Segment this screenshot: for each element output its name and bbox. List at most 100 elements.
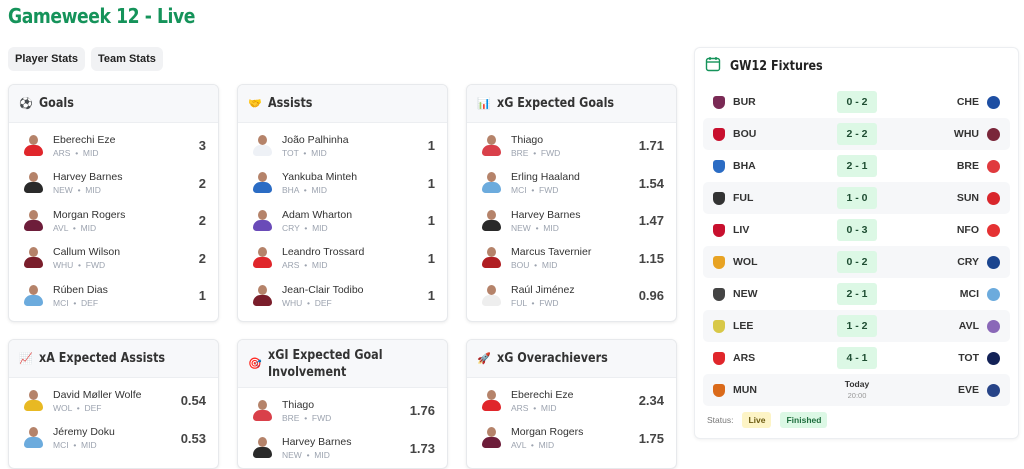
player-stat-value: 2.34: [638, 393, 664, 409]
fixture-row[interactable]: LIV 0 - 3 NFO: [703, 214, 1010, 246]
player-row[interactable]: Eberechi Eze ARS • MID 3: [9, 127, 218, 165]
home-crest-icon: [713, 127, 725, 141]
fixtures-title: GW12 Fixtures: [730, 58, 823, 74]
fixture-row[interactable]: MUN Today 20:00 EVE: [703, 374, 1010, 406]
kickoff-time: Today 20:00: [844, 379, 870, 400]
away-crest-icon: [987, 351, 1000, 365]
player-meta: BRE • FWD: [511, 147, 561, 158]
player-stat-value: 1: [427, 288, 435, 304]
player-stat-value: 1: [427, 213, 435, 229]
player-name: Morgan Rogers: [53, 208, 126, 221]
player-avatar: [481, 134, 501, 158]
score-badge: 2 - 2: [837, 123, 877, 145]
card-header: ⚽ Goals: [9, 85, 218, 123]
tab-team-stats[interactable]: Team Stats: [90, 47, 163, 71]
player-meta: ARS • MID: [53, 147, 99, 158]
status-label: Status:: [707, 415, 734, 425]
fixture-row[interactable]: BUR 0 - 2 CHE: [703, 86, 1010, 118]
player-meta: FUL • FWD: [511, 297, 559, 308]
player-row[interactable]: Morgan Rogers AVL • MID 1.75: [467, 420, 676, 458]
card-header: 🤝 Assists: [238, 85, 447, 123]
tab-player-stats[interactable]: Player Stats: [8, 47, 85, 71]
fixture-row[interactable]: LEE 1 - 2 AVL: [703, 310, 1010, 342]
player-row[interactable]: João Palhinha TOT • MID 1: [238, 127, 447, 165]
player-avatar: [481, 389, 501, 413]
player-name: Yankuba Minteh: [282, 171, 358, 184]
player-row[interactable]: Harvey Barnes NEW • MID 2: [9, 165, 218, 203]
fixture-row[interactable]: BHA 2 - 1 BRE: [703, 150, 1010, 182]
fixture-row[interactable]: WOL 0 - 2 CRY: [703, 246, 1010, 278]
player-row[interactable]: Yankuba Minteh BHA • MID 1: [238, 165, 447, 203]
player-name: Leandro Trossard: [282, 246, 365, 259]
card-xgi: 🎯 xGI Expected Goal Involvement Thiago BRE…: [237, 339, 448, 469]
home-crest-icon: [713, 319, 725, 333]
home-crest-icon: [713, 351, 725, 365]
handshake-icon: 🤝: [248, 98, 262, 110]
player-avatar: [23, 426, 43, 450]
player-row[interactable]: Marcus Tavernier BOU • MID 1.15: [467, 240, 676, 278]
player-name: Harvey Barnes: [511, 208, 581, 221]
player-meta: AVL • MID: [53, 222, 97, 233]
player-avatar: [252, 284, 272, 308]
player-avatar: [481, 426, 501, 450]
live-badge: Live: [742, 412, 772, 428]
score-badge: 1 - 0: [837, 187, 877, 209]
player-name: Erling Haaland: [511, 171, 580, 184]
away-team: TOT: [958, 352, 979, 364]
away-team: CRY: [957, 256, 979, 268]
player-row[interactable]: Erling Haaland MCI • FWD 1.54: [467, 165, 676, 203]
away-team: EVE: [957, 384, 979, 396]
player-meta: CRY • MID: [282, 222, 328, 233]
player-stat-value: 1.71: [638, 138, 664, 154]
trend-chart-icon: 📈: [19, 353, 33, 365]
player-row[interactable]: Leandro Trossard ARS • MID 1: [238, 240, 447, 278]
player-row[interactable]: Adam Wharton CRY • MID 1: [238, 202, 447, 240]
home-team: FUL: [733, 192, 754, 204]
player-name: Adam Wharton: [282, 208, 353, 221]
player-row[interactable]: Rúben Dias MCI • DEF 1: [9, 277, 218, 315]
away-team: MCI: [959, 288, 979, 300]
away-crest-icon: [987, 287, 1000, 301]
player-row[interactable]: Callum Wilson WHU • FWD 2: [9, 240, 218, 278]
target-icon: 🎯: [248, 358, 262, 370]
away-team: AVL: [958, 320, 979, 332]
away-crest-icon: [987, 191, 1000, 205]
card-title: Assists: [268, 96, 313, 111]
home-team: WOL: [733, 256, 758, 268]
player-row[interactable]: Harvey Barnes NEW • MID 1.73: [238, 430, 447, 468]
player-name: Harvey Barnes: [282, 436, 352, 449]
player-name: Eberechi Eze: [53, 133, 116, 146]
player-meta: NEW • MID: [511, 222, 559, 233]
player-avatar: [252, 134, 272, 158]
fixture-row[interactable]: NEW 2 - 1 MCI: [703, 278, 1010, 310]
card-xa: 📈 xA Expected Assists David Møller Wolfe …: [8, 339, 219, 469]
fixture-row[interactable]: ARS 4 - 1 TOT: [703, 342, 1010, 374]
home-team: ARS: [733, 352, 756, 364]
player-row[interactable]: Raúl Jiménez FUL • FWD 0.96: [467, 277, 676, 315]
score-badge: 2 - 1: [837, 283, 877, 305]
home-team: LEE: [733, 320, 754, 332]
fixture-row[interactable]: FUL 1 - 0 SUN: [703, 182, 1010, 214]
player-row[interactable]: David Møller Wolfe WOL • DEF 0.54: [9, 382, 218, 420]
player-stat-value: 1: [427, 250, 435, 266]
player-row[interactable]: Thiago BRE • FWD 1.76: [238, 392, 447, 430]
player-row[interactable]: Harvey Barnes NEW • MID 1.47: [467, 202, 676, 240]
player-name: João Palhinha: [282, 133, 349, 146]
score-badge: 1 - 2: [837, 315, 877, 337]
player-avatar: [481, 171, 501, 195]
fixture-row[interactable]: BOU 2 - 2 WHU: [703, 118, 1010, 150]
player-name: Thiago: [511, 133, 544, 146]
player-row[interactable]: Jean-Clair Todibo WHU • DEF 1: [238, 277, 447, 315]
home-team: NEW: [733, 288, 758, 300]
card-xg: 📊 xG Expected Goals Thiago BRE • FWD 1.71…: [466, 84, 677, 322]
player-stat-value: 1.54: [638, 175, 664, 191]
player-avatar: [252, 246, 272, 270]
player-meta: ARS • MID: [282, 260, 328, 271]
player-row[interactable]: Thiago BRE • FWD 1.71: [467, 127, 676, 165]
player-row[interactable]: Eberechi Eze ARS • MID 2.34: [467, 382, 676, 420]
player-row[interactable]: Jéremy Doku MCI • MID 0.53: [9, 420, 218, 458]
away-crest-icon: [987, 159, 1000, 173]
away-team: BRE: [956, 160, 979, 172]
card-title: xA Expected Assists: [39, 351, 166, 366]
player-row[interactable]: Morgan Rogers AVL • MID 2: [9, 202, 218, 240]
